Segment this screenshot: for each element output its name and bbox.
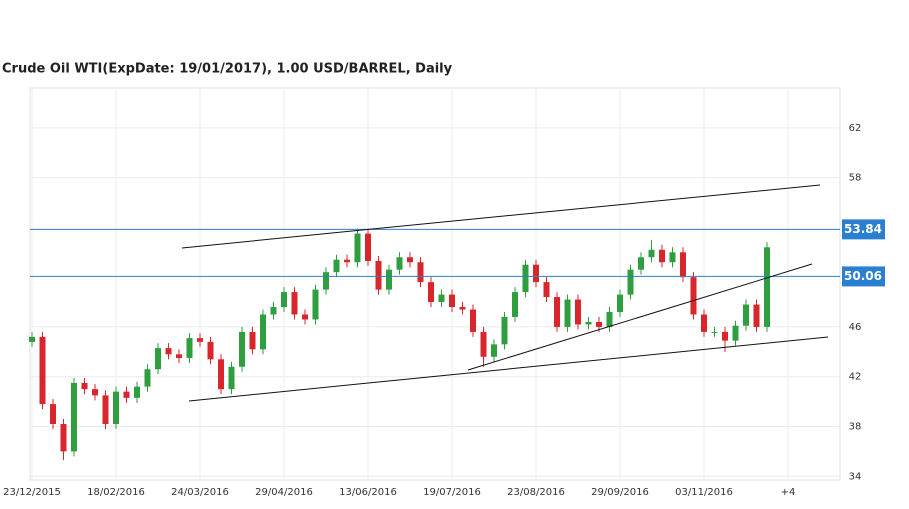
candle-body [312, 289, 319, 320]
y-tick-label: 34 [849, 471, 862, 482]
level-label: 50.06 [844, 269, 882, 283]
x-tick-label: 18/02/2016 [87, 487, 145, 498]
candle-body [732, 325, 739, 341]
candle-body [480, 331, 487, 357]
y-tick-label: 46 [849, 322, 862, 333]
candle-body [638, 257, 644, 270]
candle-body [428, 282, 434, 303]
candle-body [344, 259, 350, 263]
level-label: 53.84 [844, 222, 882, 236]
candle-body [438, 294, 445, 303]
level-box [842, 266, 885, 287]
candle-body [102, 395, 109, 424]
trend-lines [181, 184, 829, 402]
y-tick-label: 38 [849, 421, 862, 432]
candle-body [60, 424, 67, 452]
candle-body [680, 252, 686, 278]
plot-frame [29, 87, 841, 481]
candle-body [281, 292, 287, 308]
candle-body [417, 262, 424, 283]
candle-body [543, 282, 550, 298]
x-tick-label: 03/11/2016 [675, 487, 733, 498]
candle-body [155, 348, 161, 370]
candle-body [617, 294, 623, 312]
candle-body [627, 269, 634, 295]
candle-body [575, 299, 581, 325]
candle-body [39, 336, 46, 405]
candle-body [512, 292, 518, 317]
candle-body [753, 304, 760, 327]
candle-body [564, 299, 571, 327]
y-tick-label: 58 [849, 173, 862, 184]
candle-body [596, 321, 602, 327]
candle-body [669, 252, 676, 263]
candle-body [449, 294, 455, 308]
y-tick-label: 62 [849, 123, 862, 134]
candle-body [207, 341, 214, 360]
x-tick-label: 29/09/2016 [591, 487, 649, 498]
candle-body [648, 249, 655, 258]
x-tick-label: 23/12/2015 [3, 487, 61, 498]
trend-line [181, 229, 363, 249]
candle-body [92, 389, 98, 396]
candle-body [260, 314, 266, 350]
candle-body [323, 272, 329, 290]
candle-body [701, 314, 707, 332]
candle-body [29, 336, 35, 342]
candle-body [743, 304, 749, 326]
candle-body [396, 257, 403, 270]
candle-body [386, 269, 392, 290]
x-tick-label: 24/03/2016 [171, 487, 229, 498]
x-tick-label: 23/08/2016 [507, 487, 565, 498]
candle-body [270, 307, 277, 315]
candle-body [722, 331, 728, 341]
candle-body [144, 369, 151, 387]
candle-body [81, 382, 88, 390]
candle-body [459, 307, 466, 310]
candle-body [176, 354, 182, 359]
candle-body [50, 404, 56, 424]
candle-body [302, 314, 308, 320]
candle-body [186, 338, 193, 359]
x-tick-label: 19/07/2016 [423, 487, 481, 498]
candle-body [491, 344, 497, 357]
x-tick-label: 29/04/2016 [255, 487, 313, 498]
candle-body [375, 260, 382, 290]
candle-body [711, 331, 718, 333]
candle-body [291, 292, 298, 315]
candle-body [690, 277, 697, 315]
candle-body [333, 259, 340, 273]
candle-body [585, 321, 592, 325]
candle-body [239, 331, 245, 367]
candle-body [533, 264, 539, 283]
candle-body [123, 391, 130, 398]
candle-body [470, 309, 476, 332]
candle-body [249, 331, 256, 350]
chart-title: Crude Oil WTI(ExpDate: 19/01/2017), 1.00… [2, 62, 453, 77]
candle-body [113, 391, 119, 424]
candle-body [501, 316, 508, 345]
x-tick-label: +4 [781, 487, 796, 498]
candle-body [606, 312, 613, 327]
candle-body [365, 233, 371, 261]
candle-body [197, 338, 203, 342]
candle-body [522, 264, 529, 293]
trend-line [188, 336, 829, 402]
candle-body [554, 297, 560, 327]
candle-body [354, 233, 361, 263]
x-tick-label: 13/06/2016 [339, 487, 397, 498]
level-box [842, 219, 885, 240]
candle-body [134, 386, 140, 398]
candle-body [218, 359, 224, 390]
y-tick-label: 42 [849, 372, 862, 383]
candle-body [228, 366, 235, 390]
trend-line [467, 263, 813, 371]
candle-body [659, 249, 665, 263]
trend-line [361, 184, 821, 231]
candle-body [764, 247, 770, 327]
candle-body [407, 257, 413, 263]
candle-body [165, 348, 172, 355]
candle-body [71, 382, 77, 452]
